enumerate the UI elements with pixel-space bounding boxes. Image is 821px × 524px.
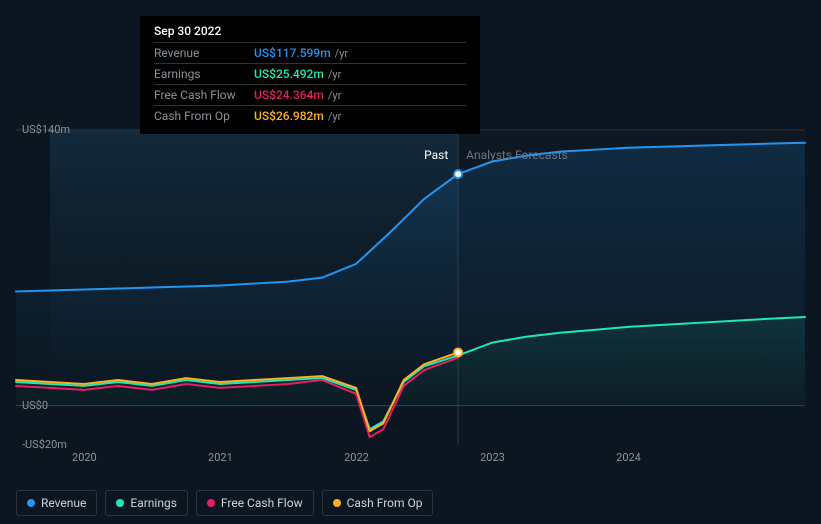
legend-dot-icon: [27, 499, 35, 507]
legend-item-earnings[interactable]: Earnings: [105, 490, 188, 516]
chart-tooltip: Sep 30 2022 RevenueUS$117.599m/yrEarning…: [140, 16, 480, 134]
tooltip-row: EarningsUS$25.492m/yr: [154, 63, 466, 84]
tooltip-row-unit: /yr: [328, 110, 341, 123]
legend-item-label: Earnings: [130, 496, 177, 510]
tooltip-row-label: Earnings: [154, 67, 254, 81]
forecast-label: Analysts Forecasts: [466, 148, 568, 162]
past-label: Past: [424, 148, 448, 162]
legend-dot-icon: [116, 499, 124, 507]
tooltip-row-label: Free Cash Flow: [154, 88, 254, 102]
y-axis-label: US$0: [22, 399, 48, 412]
legend-item-fcf[interactable]: Free Cash Flow: [196, 490, 314, 516]
x-axis-label: 2022: [344, 451, 369, 464]
earnings-chart: US$140mUS$0-US$20m 20202021202220232024 …: [0, 0, 821, 524]
tooltip-row-unit: /yr: [335, 47, 348, 60]
tooltip-row-unit: /yr: [328, 68, 341, 81]
tooltip-row-value: US$24.364m: [254, 88, 324, 102]
legend-dot-icon: [207, 499, 215, 507]
tooltip-row: Cash From OpUS$26.982m/yr: [154, 105, 466, 126]
x-axis-label: 2023: [480, 451, 505, 464]
tooltip-row-value: US$25.492m: [254, 67, 324, 81]
tooltip-row-label: Revenue: [154, 46, 254, 60]
legend-item-label: Revenue: [41, 496, 86, 510]
chart-legend: Revenue Earnings Free Cash Flow Cash From O…: [16, 490, 433, 516]
tooltip-date: Sep 30 2022: [154, 24, 466, 42]
legend-item-cfo[interactable]: Cash From Op: [322, 490, 434, 516]
tooltip-row-value: US$117.599m: [254, 46, 331, 60]
legend-item-label: Free Cash Flow: [221, 496, 303, 510]
y-axis-label: -US$20m: [22, 438, 67, 451]
tooltip-row-value: US$26.982m: [254, 109, 324, 123]
legend-item-revenue[interactable]: Revenue: [16, 490, 97, 516]
x-axis-label: 2021: [208, 451, 233, 464]
legend-item-label: Cash From Op: [347, 496, 423, 510]
x-axis-label: 2024: [616, 451, 641, 464]
tooltip-row: RevenueUS$117.599m/yr: [154, 42, 466, 63]
x-axis-label: 2020: [72, 451, 97, 464]
tooltip-row-unit: /yr: [328, 89, 341, 102]
y-axis-label: US$140m: [22, 123, 70, 136]
tooltip-row: Free Cash FlowUS$24.364m/yr: [154, 84, 466, 105]
legend-dot-icon: [333, 499, 341, 507]
tooltip-row-label: Cash From Op: [154, 109, 254, 123]
